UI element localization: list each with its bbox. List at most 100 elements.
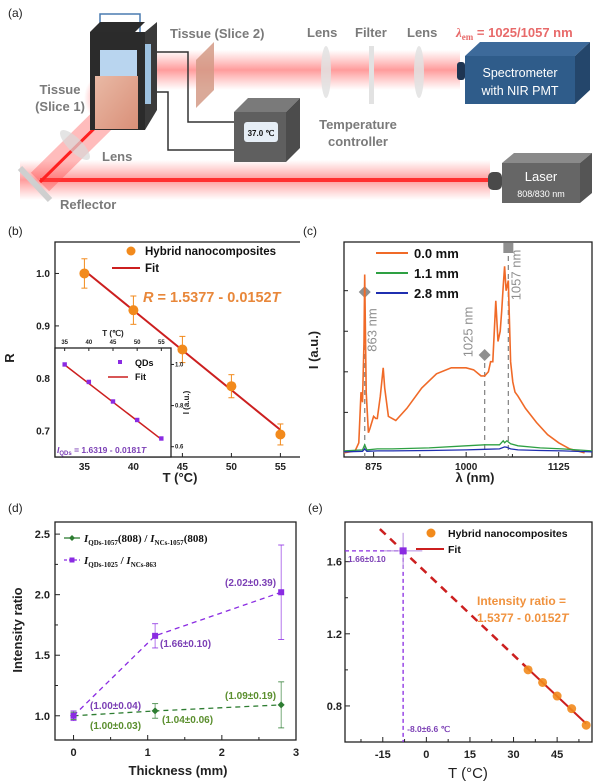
d-data-point xyxy=(152,632,159,639)
e-xtick-label: 0 xyxy=(423,749,429,761)
b-xtick-label: 50 xyxy=(226,462,238,473)
e-label-x: -8.0±6.6 ℃ xyxy=(407,724,450,734)
e-label-y: 1.66±0.10 xyxy=(348,554,386,564)
d-data-point xyxy=(70,712,77,719)
b-inset-data-point xyxy=(159,436,164,441)
b-inset-ylabel: I (a.u.) xyxy=(182,390,191,414)
laser-box xyxy=(488,153,592,203)
c-annotation: 1025 nm xyxy=(461,307,476,358)
lens-1-label: Lens xyxy=(307,25,337,40)
chart-d: (d) 0 1 2 3 1.0 1.5 2.0 2.5 (1.00±0.04) (1.66±0.1… xyxy=(8,501,299,778)
e-data-point xyxy=(552,691,562,701)
laser-beam-core xyxy=(40,178,490,182)
c-legend-label: 0.0 mm xyxy=(414,246,459,261)
d-data-label-green: (1.00±0.03) xyxy=(90,721,141,732)
e-xlabel: T (°C) xyxy=(448,765,488,782)
c-xtick-label: 1000 xyxy=(455,462,478,473)
d-data-label-purple: (1.66±0.10) xyxy=(160,639,211,650)
spectrometer-label-line2: with NIR PMT xyxy=(480,84,558,98)
e-xtick-label: 45 xyxy=(551,749,563,761)
spectrometer-box xyxy=(457,42,590,104)
c-xlabel: λ (nm) xyxy=(456,470,495,485)
tissue-slice-2 xyxy=(196,42,214,108)
chart-b: (b) 35 40 45 50 55 0.7 0.8 0.9 1.0 35 40 45 50 55 0.6… xyxy=(2,224,300,485)
cable-1 xyxy=(157,51,240,123)
d-data-point xyxy=(277,701,285,709)
b-inset-xtick-label: 55 xyxy=(158,340,165,346)
lens-1 xyxy=(321,46,331,98)
d-legend-label: IQDs-1025 / INCs-863 xyxy=(83,555,157,569)
temperature-display: 37.0 ℃ xyxy=(248,129,275,138)
b-xlabel: T (°C) xyxy=(163,470,198,485)
filter-label: Filter xyxy=(355,25,387,40)
b-legend-hybrid: Hybrid nanocomposites xyxy=(145,246,276,258)
tissue-slice-2-label: Tissue (Slice 2) xyxy=(170,26,264,41)
b-ytick-label: 0.8 xyxy=(36,374,50,385)
spectrometer-label-line1: Spectrometer xyxy=(482,66,557,80)
c-xtick-label: 875 xyxy=(365,462,382,473)
lens-left-label: Lens xyxy=(102,149,132,164)
c-series-line-00mm xyxy=(343,266,585,454)
e-legend-hybrid: Hybrid nanocomposites xyxy=(448,528,568,540)
d-ytick-label: 2.0 xyxy=(35,590,50,602)
d-frame xyxy=(54,521,297,741)
laser-wavelength: 808/830 nm xyxy=(517,189,565,199)
e-data-point xyxy=(538,677,548,687)
b-xtick-label: 45 xyxy=(177,462,189,473)
b-inset-ytick-label: 1.0 xyxy=(175,362,184,368)
cable-2 xyxy=(157,91,240,151)
b-inset-xtick-label: 40 xyxy=(85,340,92,346)
panel-c-label: (c) xyxy=(303,224,317,238)
b-ytick-label: 1.0 xyxy=(36,269,50,280)
c-annotation: 863 nm xyxy=(365,308,380,351)
e-equation-line2: 1.5377 - 0.0152T xyxy=(477,611,570,625)
b-legend-fit: Fit xyxy=(145,263,159,275)
e-xtick-label: 15 xyxy=(464,749,476,761)
e-ytick-label: 0.8 xyxy=(327,701,342,713)
laser-label: Laser xyxy=(525,169,558,184)
b-inset-data-point xyxy=(62,362,67,367)
b-data-point xyxy=(79,268,90,279)
temperature-controller-box xyxy=(234,98,300,162)
b-inset-xtick-label: 35 xyxy=(61,340,68,346)
b-data-point xyxy=(128,305,139,316)
b-inset-legend-qds-marker xyxy=(118,360,122,364)
b-equation: R = 1.5377 - 0.0152T xyxy=(143,290,282,306)
d-ylabel: Intensity ratio xyxy=(10,587,25,672)
b-data-point xyxy=(226,381,237,392)
b-inset-ytick-label: 0.8 xyxy=(175,404,184,410)
e-equation-line1: Intensity ratio = xyxy=(477,594,566,608)
d-data-label-purple: (2.02±0.39) xyxy=(225,578,276,589)
d-ytick-label: 2.5 xyxy=(35,529,50,541)
temp-controller-label-line1: Temperature xyxy=(319,117,397,132)
panel-b-label: (b) xyxy=(8,224,23,238)
c-legend-label: 1.1 mm xyxy=(414,266,459,281)
reflector-mirror xyxy=(17,165,53,203)
c-legend-label: 2.8 mm xyxy=(414,286,459,301)
tissue-slice-1 xyxy=(95,76,138,129)
d-legend-marker xyxy=(69,535,75,541)
reflector-label: Reflector xyxy=(60,197,116,212)
d-xtick-label: 2 xyxy=(219,747,225,759)
e-data-point xyxy=(523,665,533,675)
b-ylabel: R xyxy=(2,353,17,363)
e-xtick-label: 30 xyxy=(507,749,519,761)
panel-e-label: (e) xyxy=(308,501,323,515)
b-inset-data-point xyxy=(110,399,116,404)
temp-controller-label-line2: controller xyxy=(328,134,388,149)
d-xtick-label: 3 xyxy=(293,747,299,759)
filter xyxy=(369,46,374,104)
b-inset-xlabel: T (℃) xyxy=(102,329,124,338)
e-frame xyxy=(344,521,593,743)
b-inset-equation: IQDs = 1.6319 - 0.0181T xyxy=(57,445,147,457)
c-annotation: 1057 nm xyxy=(508,250,523,301)
chart-e: (e) -15 0 15 30 45 0.8 1.2 1.6 1.66±0.10 -8.0±6.6… xyxy=(308,501,593,782)
b-inset-data-point xyxy=(134,417,140,423)
e-legend-fit: Fit xyxy=(448,544,461,556)
e-legend-hybrid-marker xyxy=(426,528,436,538)
b-legend-hybrid-marker xyxy=(126,246,136,256)
b-xtick-label: 40 xyxy=(128,462,140,473)
d-legend-label: IQDs-1057(808) / INCs-1057(808) xyxy=(83,533,208,547)
c-xtick-label: 1125 xyxy=(548,462,570,473)
b-xtick-label: 55 xyxy=(275,462,287,473)
